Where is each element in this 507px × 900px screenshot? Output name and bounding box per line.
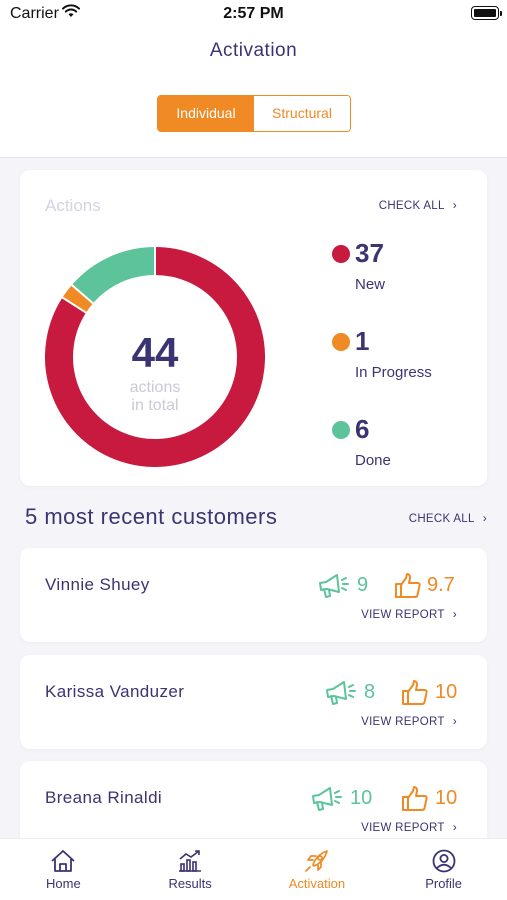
home-icon: [51, 850, 75, 872]
legend-count-new: 37: [355, 238, 384, 268]
thumbs-up-icon: [394, 572, 422, 605]
check-all-label: CHECK ALL: [408, 513, 475, 525]
megaphone-icon: [317, 572, 351, 605]
legend-label-new: New: [355, 276, 386, 293]
tab-label-activation: Activation: [288, 876, 346, 891]
chevron-right-icon: ›: [452, 714, 457, 728]
legend-label-done: Done: [355, 452, 391, 469]
actions-card: Actions CHECK ALL › 44 actions in total 3…: [20, 170, 487, 486]
customer-card[interactable]: Karissa Vanduzer 8 10 VIEW REPORT ›: [20, 655, 487, 749]
profile-icon: [432, 849, 456, 873]
megaphone-count: 8: [364, 681, 376, 703]
view-report-link[interactable]: VIEW REPORT ›: [361, 714, 457, 728]
legend-label-in-progress: In Progress: [355, 364, 432, 381]
tab-home[interactable]: Home: [0, 839, 127, 900]
page-title: Activation: [209, 40, 298, 61]
donut-separator: [70, 283, 95, 305]
megaphone-count: 10: [350, 787, 373, 809]
view-report-label: VIEW REPORT: [361, 609, 445, 621]
check-all-label: CHECK ALL: [378, 200, 445, 212]
megaphone-icon: [324, 679, 358, 712]
segmented-control: Individual Structural: [157, 95, 351, 132]
view-report-label: VIEW REPORT: [361, 716, 445, 728]
thumbs-up-icon: [401, 785, 429, 818]
chart-icon: [179, 850, 202, 872]
tab-label-results: Results: [168, 876, 212, 891]
customer-name: Karissa Vanduzer: [45, 682, 185, 701]
chevron-right-icon: ›: [452, 820, 457, 834]
tab-label-profile: Profile: [425, 876, 463, 891]
actions-check-all-link[interactable]: CHECK ALL ›: [379, 198, 457, 212]
customer-card[interactable]: Vinnie Shuey 9 9.7 VIEW REPORT ›: [20, 548, 487, 642]
actions-total-label-line2: in total: [131, 397, 179, 414]
actions-title: Actions: [45, 196, 101, 215]
carrier-label: Carrier: [10, 5, 59, 22]
customer-name: Vinnie Shuey: [45, 575, 150, 594]
chevron-right-icon: ›: [482, 511, 487, 525]
recent-customers-title: 5 most recent customers: [25, 504, 278, 529]
actions-total-label-line1: actions: [129, 379, 181, 396]
donut-slice-new: [45, 247, 265, 467]
rocket-icon: [305, 850, 328, 872]
segment-individual[interactable]: Individual: [158, 96, 254, 131]
actions-donut-chart: [45, 247, 265, 467]
tab-results[interactable]: Results: [127, 839, 254, 900]
donut-separator: [61, 296, 88, 315]
chevron-right-icon: ›: [452, 198, 457, 212]
view-report-link[interactable]: VIEW REPORT ›: [361, 820, 457, 834]
battery-icon: [471, 6, 502, 20]
rating-value: 10: [435, 787, 458, 809]
view-report-label: VIEW REPORT: [361, 822, 445, 834]
tab-activation[interactable]: Activation: [254, 839, 381, 900]
rating-value: 10: [435, 681, 458, 703]
legend-dot-new: [332, 245, 350, 263]
actions-total: 44: [131, 329, 179, 376]
legend-dot-done: [332, 421, 350, 439]
chevron-right-icon: ›: [452, 607, 457, 621]
rating-value: 9.7: [427, 574, 455, 596]
tab-label-home: Home: [46, 876, 81, 891]
view-report-link[interactable]: VIEW REPORT ›: [361, 607, 457, 621]
megaphone-icon: [310, 785, 344, 818]
status-bar: Carrier 2:57 PM: [0, 0, 507, 30]
tab-profile[interactable]: Profile: [380, 839, 507, 900]
legend-count-in-progress: 1: [355, 326, 370, 356]
donut-slice-done: [71, 247, 156, 304]
donut-center: 44 actions in total: [45, 247, 265, 467]
customer-name: Breana Rinaldi: [45, 788, 163, 807]
actions-total-label: actions in total: [45, 379, 265, 415]
megaphone-count: 9: [357, 574, 369, 596]
tab-bar: Home Results Activation Profile: [0, 838, 507, 900]
legend-dot-in-progress: [332, 333, 350, 351]
status-time: 2:57 PM: [223, 5, 284, 22]
wifi-icon: [62, 4, 80, 23]
legend-count-done: 6: [355, 414, 370, 444]
customers-check-all-link[interactable]: CHECK ALL ›: [409, 511, 487, 525]
nav-header: Activation Individual Structural: [0, 30, 507, 158]
thumbs-up-icon: [401, 679, 429, 712]
segment-structural[interactable]: Structural: [254, 96, 350, 131]
